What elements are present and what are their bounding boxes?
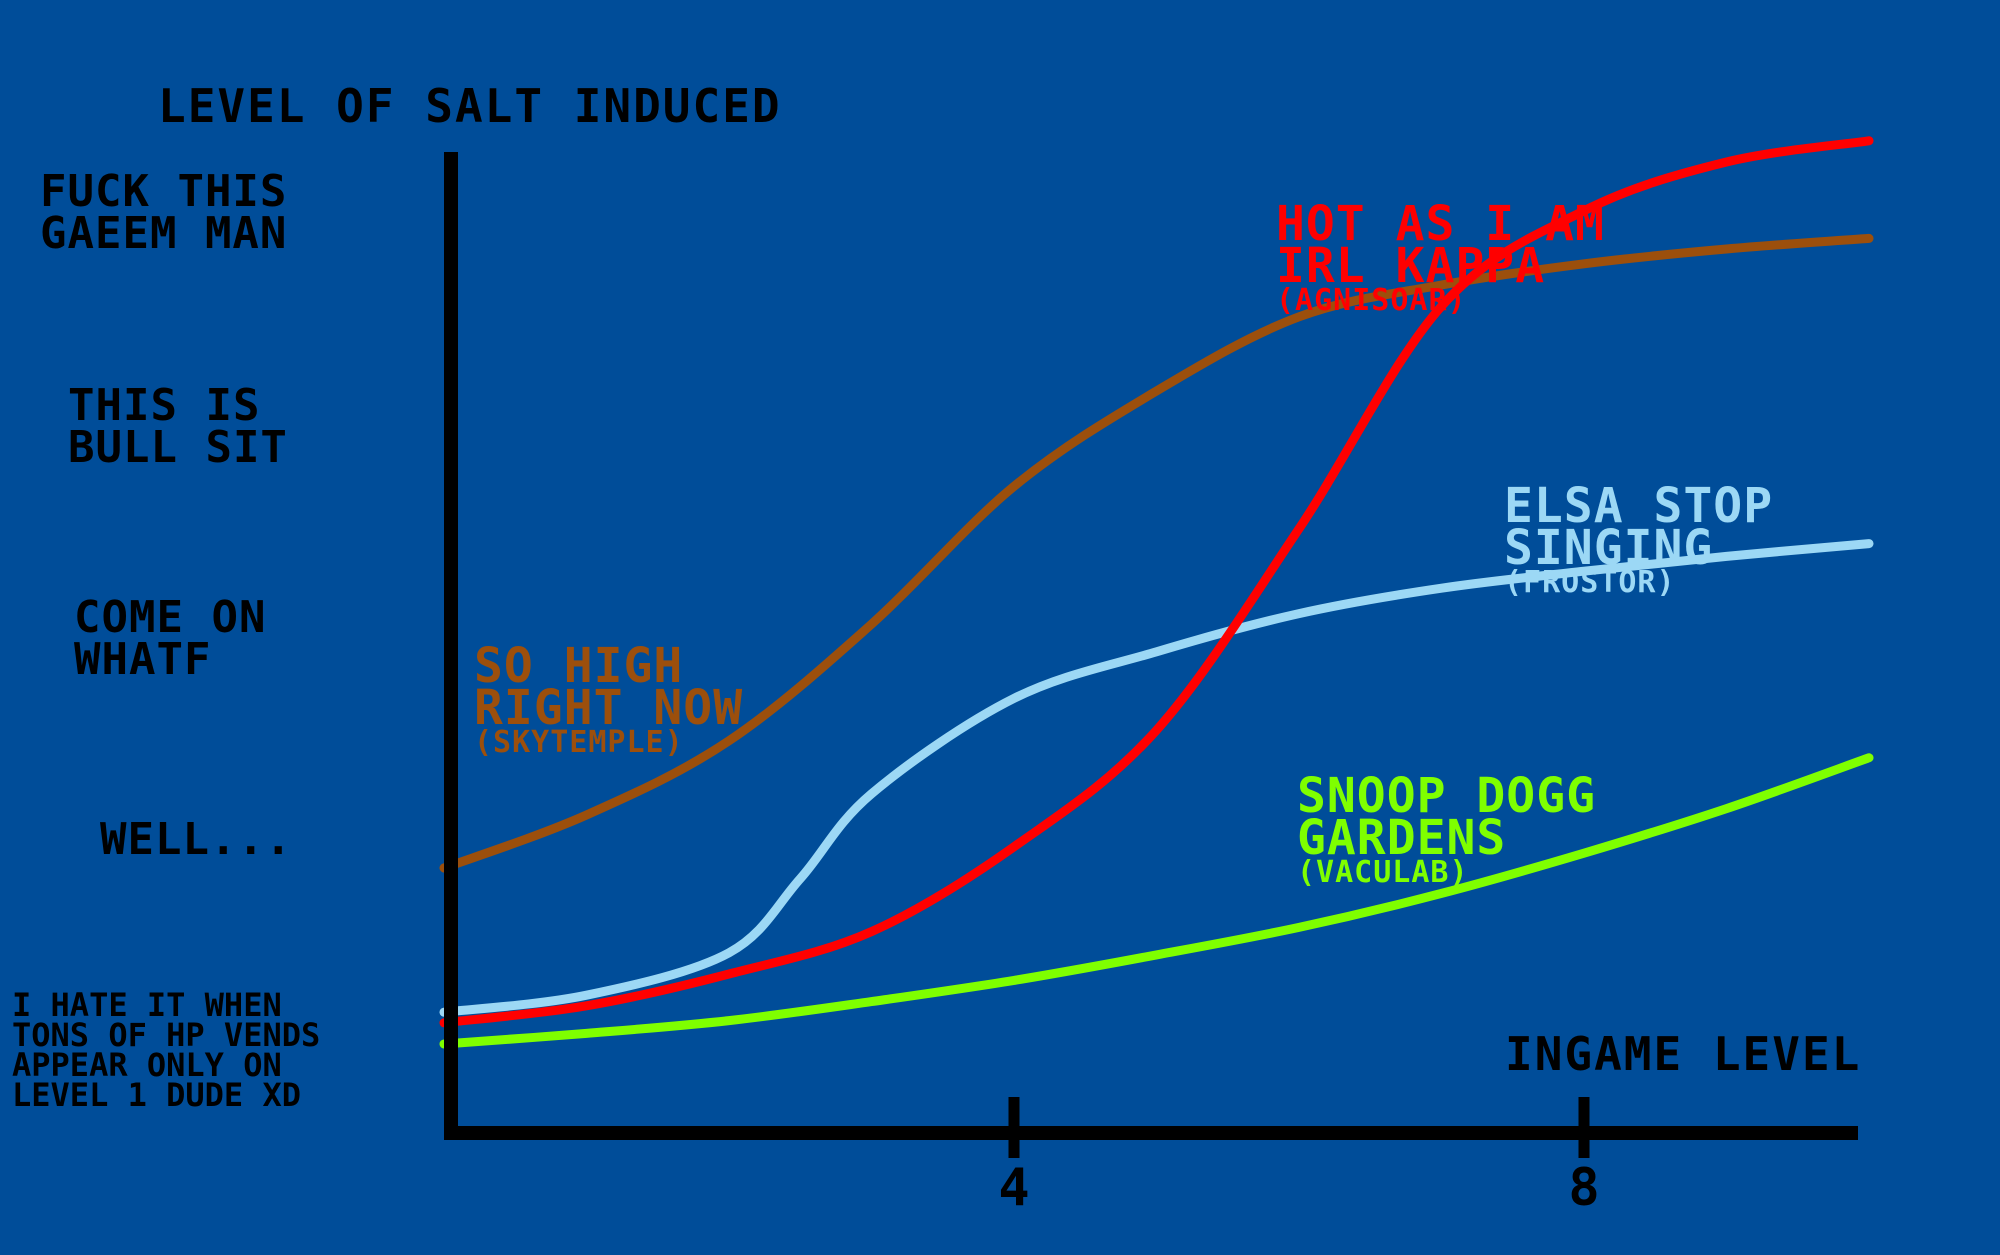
y-tier-label: COME ON <box>74 592 266 643</box>
series-label: SO HIGH <box>474 638 683 694</box>
y-tier-label: GAEEM MAN <box>40 208 287 259</box>
series-sub-label: (AGNISOAR) <box>1276 283 1467 318</box>
y-tier-label: TONS OF HP VENDS <box>12 1016 320 1054</box>
x-tick-label: 4 <box>998 1158 1029 1218</box>
y-tier-label: FUCK THIS <box>40 166 287 217</box>
series-line <box>439 136 1874 1028</box>
series-label: IRL KAPPA <box>1276 238 1545 294</box>
y-tier-label: WHATF <box>74 634 211 685</box>
series-label: GARDENS <box>1297 810 1506 866</box>
x-tick-label: 8 <box>1568 1158 1599 1218</box>
series-sub-label: (FROSTOR) <box>1504 565 1676 600</box>
y-tier-label: BULL SIT <box>68 422 288 473</box>
series-line <box>439 753 1874 1049</box>
y-tier-label: THIS IS <box>68 380 260 431</box>
series-sub-label: (SKYTEMPLE) <box>474 725 684 760</box>
series-line <box>439 233 1874 873</box>
series-label: SINGING <box>1504 520 1713 576</box>
y-axis-title: LEVEL OF SALT INDUCED <box>158 79 782 133</box>
series-line <box>439 539 1874 1017</box>
y-tier-label: I HATE IT WHEN <box>12 986 282 1024</box>
y-tier-label: WELL... <box>100 814 292 865</box>
series-label: RIGHT NOW <box>474 680 743 736</box>
series-label: SNOOP DOGG <box>1297 768 1596 824</box>
y-tier-label: APPEAR ONLY ON <box>12 1046 282 1084</box>
series-sub-label: (VACULAB) <box>1297 855 1469 890</box>
x-axis-title: INGAME LEVEL <box>1505 1027 1861 1081</box>
series-lines <box>439 136 1874 1049</box>
y-tier-label: LEVEL 1 DUDE XD <box>12 1076 301 1114</box>
series-label: HOT AS I AM <box>1276 196 1605 252</box>
series-label: ELSA STOP <box>1504 478 1773 534</box>
